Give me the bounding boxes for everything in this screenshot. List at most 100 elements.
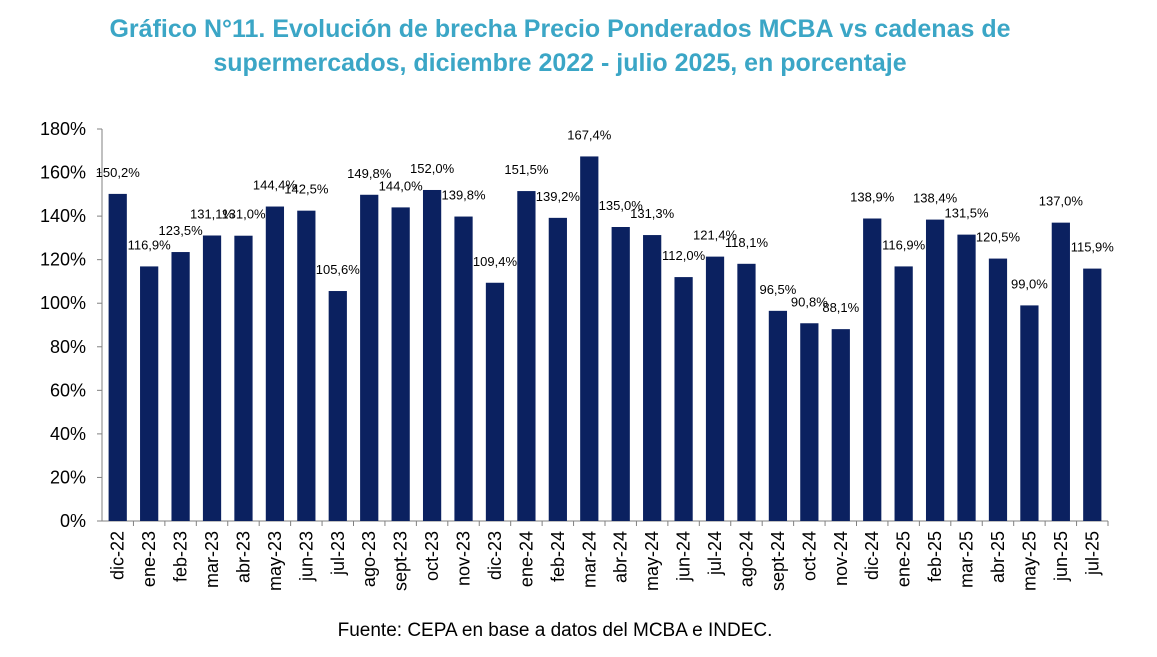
- x-tick-label: ago-23: [359, 531, 379, 587]
- data-label: 144,4%: [253, 178, 298, 193]
- bar-jun-25: [1051, 222, 1070, 521]
- data-label: 135,0%: [599, 198, 644, 213]
- bar-abr-25: [988, 258, 1008, 521]
- x-axis: dic-22 ene-23 feb-23 mar-23 abr-23 may-23 jun-…: [102, 520, 1109, 591]
- x-tick-label: feb-25: [925, 531, 945, 582]
- y-tick-label: 80%: [50, 337, 86, 357]
- bar-dic-23: [485, 282, 505, 521]
- bar-ene-25: [894, 266, 913, 521]
- data-label: 115,9%: [1071, 240, 1115, 255]
- data-label: 152,0%: [410, 161, 455, 176]
- bar-mar-23: [202, 235, 222, 521]
- data-label: 131,3%: [630, 206, 675, 221]
- bar-may-25: [1020, 305, 1039, 521]
- y-tick-label: 120%: [40, 250, 86, 270]
- x-tick-label: ene-23: [139, 531, 159, 587]
- data-label: 142,5%: [284, 182, 329, 197]
- x-tick-label: may-24: [642, 531, 662, 591]
- chart-title-line-2: supermercados, diciembre 2022 - julio 20…: [213, 49, 907, 77]
- bar-jul-25: [1083, 268, 1102, 521]
- bar-jun-23: [297, 210, 316, 521]
- bar-jul-23: [328, 291, 347, 521]
- x-tick-label: nov-23: [454, 531, 474, 586]
- y-tick-label: 180%: [40, 119, 86, 139]
- x-tick-label: abr-24: [611, 531, 631, 583]
- data-label: 167,4%: [567, 127, 612, 142]
- bar-jul-24: [705, 256, 725, 521]
- y-tick-label: 140%: [40, 206, 86, 226]
- bar-oct-24: [800, 323, 819, 521]
- x-tick-label: oct-24: [799, 531, 819, 581]
- x-tick-label: dic-22: [108, 531, 128, 580]
- data-label: 105,6%: [316, 262, 361, 277]
- x-tick-label: sept-23: [391, 531, 411, 591]
- data-label: 131,0%: [221, 207, 266, 222]
- x-tick-label: jun-23: [296, 531, 316, 582]
- data-label: 151,5%: [504, 162, 549, 177]
- data-label: 138,9%: [850, 190, 895, 205]
- bar-abr-24: [611, 227, 630, 521]
- data-label: 123,5%: [159, 223, 204, 238]
- x-tick-label: dic-23: [485, 531, 505, 580]
- x-tick-label: ene-24: [516, 531, 536, 587]
- data-label: 116,9%: [128, 237, 172, 252]
- x-tick-label: may-23: [265, 531, 285, 591]
- y-tick-label: 160%: [40, 163, 86, 183]
- chart-title-line-1: Gráfico N°11. Evolución de brecha Precio…: [109, 15, 1011, 43]
- x-tick-label: mar-24: [579, 531, 599, 588]
- x-tick-label: abr-25: [988, 531, 1008, 583]
- data-label: 121,4%: [693, 228, 738, 243]
- bar-abr-23: [234, 235, 253, 521]
- bar-mar-25: [957, 234, 976, 521]
- data-label: 96,5%: [759, 282, 796, 297]
- data-label: 109,4%: [473, 254, 518, 269]
- bar-feb-25: [925, 219, 945, 521]
- data-label: 88,1%: [822, 300, 859, 315]
- bar-ene-24: [517, 191, 536, 522]
- x-tick-label: nov-24: [831, 531, 851, 586]
- bar-jun-24: [674, 277, 693, 521]
- bar-sept-24: [768, 310, 788, 521]
- data-label: 90,8%: [791, 294, 828, 309]
- y-tick-label: 20%: [50, 467, 86, 487]
- bar-ago-24: [737, 263, 756, 521]
- x-tick-label: feb-24: [548, 531, 568, 582]
- y-axis: 0% 20% 40% 60% 80% 100% 120% 140% 160% 180%: [40, 119, 103, 531]
- data-label: 149,8%: [347, 166, 392, 181]
- x-tick-label: sept-24: [768, 531, 788, 591]
- bar-dic-22: [108, 193, 127, 522]
- data-label: 138,4%: [913, 191, 958, 206]
- x-tick-label: jun-25: [1051, 531, 1071, 582]
- data-label: 139,2%: [536, 189, 581, 204]
- data-label: 139,8%: [441, 188, 486, 203]
- data-label: 99,0%: [1011, 276, 1048, 291]
- x-tick-label: oct-23: [422, 531, 442, 581]
- x-tick-label: ene-25: [894, 531, 914, 587]
- bar-nov-23: [454, 216, 473, 521]
- source-note: Fuente: CEPA en base a datos del MCBA e …: [337, 620, 773, 641]
- bar-chart: 0% 20% 40% 60% 80% 100% 120% 140% 160% 180% dic-2…: [40, 119, 1115, 591]
- y-tick-label: 100%: [40, 293, 86, 313]
- data-label: 120,5%: [976, 230, 1021, 245]
- x-tick-label: ago-24: [736, 531, 756, 587]
- bar-nov-24: [831, 329, 850, 521]
- chart-title: Gráfico N°11. Evolución de brecha Precio…: [0, 12, 1120, 80]
- data-label: 131,1%: [190, 206, 235, 221]
- bars: [108, 156, 1102, 522]
- data-labels: 150,2%116,9%123,5%131,1%131,0%144,4%142,…: [96, 127, 1115, 315]
- bar-may-24: [643, 235, 662, 521]
- x-tick-label: jul-24: [705, 531, 725, 576]
- x-tick-label: abr-23: [233, 531, 253, 583]
- x-tick-label: mar-23: [202, 531, 222, 588]
- data-label: 116,9%: [882, 237, 926, 252]
- x-tick-label: jul-25: [1082, 531, 1102, 576]
- bar-feb-24: [548, 217, 567, 521]
- y-tick-label: 40%: [50, 424, 86, 444]
- bar-sept-23: [391, 207, 410, 521]
- y-tick-label: 0%: [60, 511, 86, 531]
- data-label: 137,0%: [1039, 194, 1084, 209]
- bar-oct-23: [422, 189, 442, 521]
- data-label: 144,0%: [379, 178, 424, 193]
- bar-ago-23: [360, 194, 379, 521]
- bar-mar-24: [580, 156, 599, 521]
